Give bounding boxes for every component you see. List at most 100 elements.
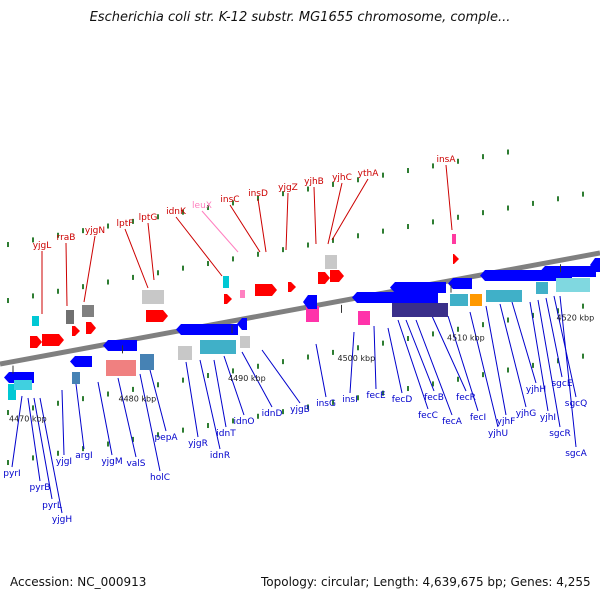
leader-line bbox=[313, 186, 317, 245]
gene-label-bottom: holC bbox=[150, 473, 170, 483]
scale-tick-label: 4520 kbp bbox=[557, 313, 595, 322]
scale-ticks: 4470 kbp 4480 kbp 4490 kbp 4500 kbp 4510 kbp… bbox=[9, 264, 595, 424]
leader-line bbox=[147, 222, 155, 281]
gene-label-bottom: fecA bbox=[442, 417, 463, 427]
gene-feature bbox=[325, 255, 337, 269]
gene-feature bbox=[72, 326, 80, 336]
leader-line bbox=[11, 395, 23, 468]
gene-label-top: yjgN bbox=[85, 226, 105, 236]
leader-line bbox=[529, 301, 549, 412]
gene-feature bbox=[240, 290, 245, 298]
gene-feature bbox=[30, 336, 42, 348]
leader-line bbox=[27, 397, 41, 482]
gene-feature bbox=[556, 278, 590, 292]
gene-label-bottom: yjgR bbox=[188, 439, 208, 449]
gene-label-bottom: fecR bbox=[456, 393, 476, 403]
leader-line bbox=[285, 192, 289, 251]
gene-feature bbox=[452, 234, 456, 244]
leader-line bbox=[261, 349, 301, 404]
gene-label-bottom: yjgM bbox=[101, 457, 122, 467]
gene-label-top: yjhC bbox=[332, 173, 352, 183]
gene-feature bbox=[8, 384, 16, 400]
gene-label-top: ythA bbox=[358, 169, 380, 179]
gene-features bbox=[4, 234, 600, 400]
leader-line bbox=[33, 397, 53, 500]
leader-line bbox=[199, 359, 221, 450]
gene-feature bbox=[470, 294, 482, 306]
leader-line bbox=[397, 319, 429, 410]
genome-summary-text: Topology: circular; Length: 4,639,675 bp… bbox=[261, 575, 591, 589]
gene-feature bbox=[318, 272, 330, 284]
gene-label-top: leuX bbox=[192, 201, 212, 211]
leader-line bbox=[223, 355, 245, 416]
gene-feature bbox=[358, 311, 370, 325]
scale-tick-label: 4500 kbp bbox=[338, 354, 376, 363]
gene-label-bottom: sgcR bbox=[549, 429, 571, 439]
gene-label-top: yjgZ bbox=[278, 183, 298, 193]
gene-label-top: idnK bbox=[166, 207, 187, 217]
accession-text: Accession: NC_000913 bbox=[10, 575, 147, 589]
leader-line bbox=[97, 381, 113, 456]
gene-feature bbox=[486, 290, 522, 302]
gene-label-bottom: sgcE bbox=[551, 379, 572, 389]
gene-feature bbox=[303, 295, 317, 309]
gene-label-bottom: idnD bbox=[262, 409, 283, 419]
leader-line bbox=[201, 210, 239, 253]
gene-label-top: lptG bbox=[139, 213, 158, 223]
gene-feature bbox=[103, 340, 137, 351]
gene-feature bbox=[66, 310, 74, 324]
leader-line bbox=[257, 198, 267, 253]
gene-feature bbox=[390, 282, 446, 293]
gene-feature bbox=[288, 282, 296, 292]
map-title: Escherichia coli str. K-12 substr. MG165… bbox=[89, 10, 511, 25]
scale-tick-label: 4510 kbp bbox=[447, 334, 485, 343]
gene-label-bottom: idnT bbox=[216, 429, 236, 439]
gene-feature bbox=[330, 270, 344, 282]
gene-label-bottom: fecI bbox=[470, 413, 486, 423]
gene-label-top: rraB bbox=[57, 233, 76, 243]
gene-feature bbox=[223, 276, 229, 288]
gene-feature bbox=[352, 292, 438, 303]
leader-line bbox=[75, 383, 85, 450]
leader-line bbox=[61, 389, 65, 456]
gene-feature bbox=[86, 322, 96, 334]
gene-label-bottom: fecB bbox=[424, 393, 444, 403]
leader-line bbox=[124, 228, 149, 289]
leader-line bbox=[39, 397, 63, 514]
leader-line bbox=[431, 315, 467, 392]
gene-feature bbox=[178, 346, 192, 360]
leader-line bbox=[415, 319, 453, 416]
gene-label-top: yjgL bbox=[33, 241, 52, 251]
gene-label-bottom: sgcQ bbox=[565, 399, 587, 409]
gene-feature bbox=[106, 360, 136, 376]
gene-feature bbox=[200, 340, 236, 354]
gene-feature bbox=[142, 290, 164, 304]
gene-feature bbox=[176, 324, 238, 335]
gene-label-bottom: yjgB bbox=[290, 405, 310, 415]
gene-feature bbox=[306, 306, 319, 322]
leader-line bbox=[331, 178, 369, 241]
gene-label-bottom: yjgH bbox=[52, 515, 72, 525]
leader-line bbox=[499, 303, 527, 408]
gene-label-bottom: insG bbox=[316, 399, 336, 409]
gene-label-bottom: pyrI bbox=[3, 469, 20, 479]
leader-line bbox=[139, 373, 161, 472]
leader-line bbox=[65, 242, 68, 307]
scale-tick-label: 4470 kbp bbox=[9, 415, 47, 424]
gene-label-bottom: pyrB bbox=[30, 483, 51, 493]
leader-line bbox=[447, 315, 479, 412]
scale-tick-label: 4480 kbp bbox=[119, 394, 157, 403]
leader-line bbox=[445, 164, 453, 231]
leader-line bbox=[485, 305, 507, 416]
leader-line bbox=[405, 319, 435, 392]
gene-label-bottom: insI bbox=[342, 395, 358, 405]
gene-label-bottom: yjhU bbox=[488, 429, 508, 439]
gene-label-bottom: fecC bbox=[418, 411, 438, 421]
leader-line bbox=[213, 359, 227, 428]
leader-line bbox=[117, 377, 137, 458]
gene-feature bbox=[536, 282, 548, 294]
gene-feature bbox=[590, 258, 600, 272]
gene-label-bottom: valS bbox=[126, 459, 145, 469]
gene-label-bottom: yjhI bbox=[540, 413, 556, 423]
